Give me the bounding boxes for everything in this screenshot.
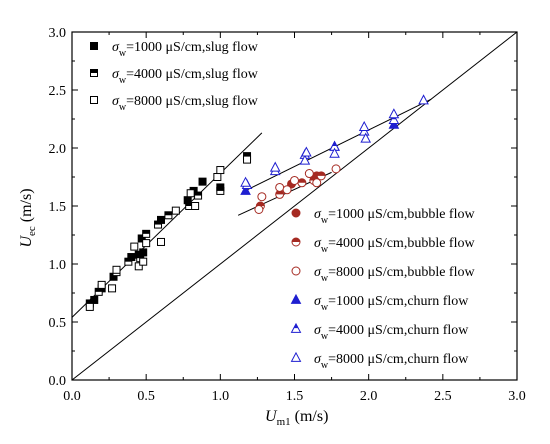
legend-label: σw=8000 μS/cm,bubble flow	[314, 265, 475, 284]
y-tick-label: 2.0	[49, 142, 67, 157]
legend-label: σw=4000 μS/cm,slug flow	[112, 67, 259, 86]
y-tick-label: 3.0	[49, 26, 67, 41]
data-point	[191, 202, 200, 210]
x-tick-label: 0.5	[137, 389, 155, 404]
x-axis-title: Um1 (m/s)	[265, 408, 328, 428]
data-point	[97, 280, 106, 289]
data-point	[94, 287, 103, 296]
data-point	[254, 204, 264, 214]
legend-marker	[290, 322, 302, 333]
data-point	[134, 262, 143, 271]
data-point	[137, 234, 146, 243]
legend-label: σw=1000 μS/cm,churn flow	[314, 294, 469, 313]
data-point	[240, 176, 251, 187]
data-point	[275, 182, 285, 192]
data-point	[154, 220, 163, 229]
data-point	[418, 94, 429, 105]
legend-marker	[90, 96, 98, 104]
x-tick-label: 2.0	[360, 389, 378, 404]
data-point	[198, 177, 207, 186]
data-points	[85, 94, 429, 311]
legend-top-left: σw=1000 μS/cm,slug flow σw=4000 μS/cm,slu…	[90, 40, 259, 113]
x-tick-label: 0.0	[63, 389, 81, 404]
data-point	[331, 164, 341, 174]
legend-bottom-right: σw=1000 μS/cm,bubble flow σw=4000 μS/cm,b…	[290, 207, 475, 371]
legend-label: σw=4000 μS/cm,bubble flow	[314, 236, 475, 255]
data-point	[85, 302, 94, 311]
data-point	[282, 185, 292, 195]
legend-label: σw=1000 μS/cm,bubble flow	[314, 207, 475, 226]
data-point	[124, 257, 133, 266]
y-tick-label: 1.0	[49, 258, 67, 273]
x-tick-label: 1.0	[212, 389, 230, 404]
data-point	[360, 132, 372, 143]
data-point	[257, 192, 267, 202]
diagonal-line	[72, 32, 517, 380]
x-tick-label: 2.5	[434, 389, 452, 404]
data-point	[213, 173, 222, 181]
data-point	[316, 171, 326, 181]
legend-marker	[90, 69, 98, 77]
data-point	[240, 184, 251, 195]
data-point	[269, 161, 281, 172]
y-tick-label: 1.5	[49, 200, 67, 215]
legend-marker	[291, 208, 301, 218]
data-point	[139, 257, 148, 266]
x-tick-label: 3.0	[508, 389, 526, 404]
legend-label: σw=1000 μS/cm,slug flow	[112, 40, 259, 59]
data-point	[130, 242, 139, 251]
y-tick-label: 2.5	[49, 84, 67, 99]
data-point	[112, 265, 121, 274]
data-point	[157, 237, 165, 246]
data-point	[243, 155, 252, 164]
legend-label: σw=8000 μS/cm,slug flow	[112, 94, 259, 113]
legend-label: σw=4000 μS/cm,churn flow	[314, 323, 469, 342]
data-point	[194, 191, 203, 200]
axis-ticks: 0.0 0.5 1.0 1.5 2.0 2.5 3.0 0.0 0.5 1.0 1.5 2.0 2.5 3…	[49, 26, 526, 404]
data-point	[216, 166, 225, 175]
legend-marker	[90, 42, 98, 50]
x-tick-label: 1.5	[286, 389, 304, 404]
legend-marker	[290, 293, 302, 304]
y-axis-title: Uec (m/s)	[18, 188, 38, 247]
legend-marker	[290, 351, 302, 362]
data-point	[290, 175, 299, 185]
data-point	[297, 178, 307, 188]
data-point	[164, 211, 173, 220]
data-point	[358, 120, 370, 132]
y-tick-label: 0.5	[49, 316, 67, 331]
legend-marker	[291, 237, 301, 247]
data-point	[186, 189, 195, 198]
data-point	[108, 284, 117, 293]
legend-label: σw=8000 μS/cm,churn flow	[314, 352, 469, 371]
data-point	[216, 186, 225, 195]
data-point	[142, 229, 151, 238]
data-point	[301, 146, 312, 157]
data-point	[142, 239, 151, 248]
legend-marker	[291, 266, 301, 276]
data-point	[171, 206, 180, 215]
data-point	[304, 169, 314, 179]
data-point	[312, 178, 322, 188]
data-point	[299, 154, 311, 165]
data-point	[329, 147, 340, 158]
y-tick-label: 0.0	[49, 374, 67, 389]
data-point	[388, 108, 400, 119]
